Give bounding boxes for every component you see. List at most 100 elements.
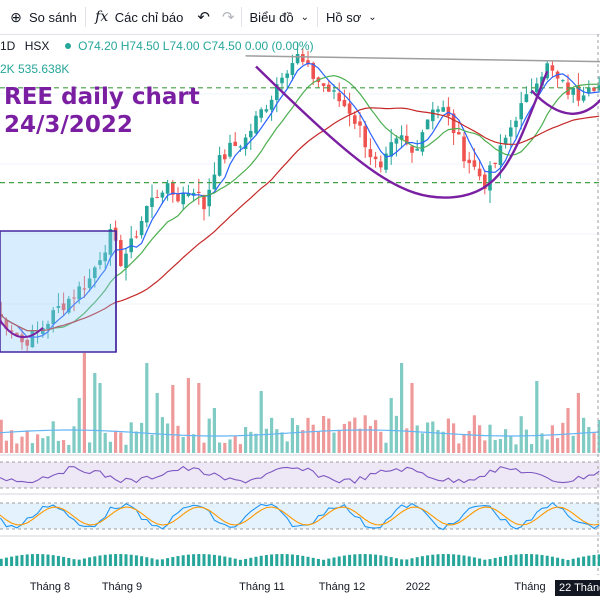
volume-bar [41,438,45,453]
histogram-bar [4,557,8,566]
candle-body [20,334,24,343]
volume-bar [15,443,19,453]
candle-body [243,137,248,149]
volume-bar [124,444,128,453]
resistance-trendline [245,55,600,63]
histogram-bar [327,558,331,566]
chart-type-button[interactable]: Biểu đồ ⌄ [242,0,317,34]
candle-body [571,88,575,95]
histogram-bar [155,559,159,566]
redo-icon[interactable]: ↷ [221,9,235,26]
histogram-bar [93,556,97,566]
volume-bar [337,430,341,453]
chart-type-label: Biểu đồ [249,9,294,25]
volume-bar [270,417,274,453]
volume-bar [389,398,393,453]
histogram-bar [405,559,409,566]
candle-body [238,146,243,148]
histogram-bar [410,558,414,566]
volume-bar [400,363,404,453]
volume-bar [160,417,164,453]
volume-bar [545,439,549,453]
histogram-bar [46,554,50,566]
indicators-button[interactable]: fx Các chỉ báo [86,0,192,34]
histogram-bar [384,556,388,566]
histogram-bar [524,554,528,566]
candle-body [108,229,113,255]
volume-bar [114,430,118,453]
volume-bar [431,421,435,453]
symbol-legend: 1D HSX O74.20 H74.50 L74.00 C74.50 0.00 … [0,39,314,53]
histogram-bar [561,558,565,566]
candle-body [176,193,180,202]
volume-bar [379,431,383,453]
histogram-bar [108,554,112,566]
histogram-bar [535,554,539,566]
volume-bar [498,438,502,453]
undo-icon[interactable]: ↶ [197,9,210,26]
candle-body [61,303,66,311]
candle-body [415,148,419,151]
histogram-bar [114,554,118,566]
volume-bar [426,422,430,453]
candle-body [535,83,539,93]
candle-body [347,103,352,114]
histogram-bar [103,554,107,566]
volume-bar [306,417,310,453]
volume-bar [576,393,580,453]
volume-bar [150,434,154,453]
histogram-bar [238,559,242,566]
volume-bar [285,441,289,453]
histogram-bar [597,554,600,566]
volume-bar [88,442,92,453]
compare-button[interactable]: ⊕ So sánh [0,0,85,34]
volume-bar [524,429,528,453]
volume-bar [363,415,367,453]
volume-bar [296,425,300,453]
histogram-bar [472,557,476,566]
histogram-bar [587,555,591,566]
profile-button[interactable]: Hồ sơ ⌄ [318,0,385,34]
histogram-bar [30,554,34,566]
annotation-date: 24/3/2022 [4,112,133,138]
candle-body [249,130,253,138]
histogram-bar [394,558,398,566]
volume-bar [98,383,102,453]
volume-bar [530,443,534,453]
volume-bar [275,429,279,453]
price-chart-area[interactable]: Tháng 8 Tháng 9 Tháng 11 Tháng 12 2022 Tháng [0,34,600,600]
histogram-bar [363,554,367,566]
moving-averages [0,62,600,338]
candle-body [550,65,555,71]
volume-bar [46,436,50,453]
volume-bar [25,430,29,453]
candle-body [51,310,55,324]
candle-body [119,240,123,266]
x-tick-label: Tháng 12 [319,581,365,593]
volume-bar [519,416,523,453]
histogram-bar [119,554,123,566]
histogram-bar [25,554,29,566]
histogram-bar [462,555,466,566]
candle-body [9,330,14,332]
candle-body [202,194,206,210]
candle-body [217,155,222,176]
histogram-bar [20,554,24,566]
volume-bar [176,425,180,453]
volume-bar [192,434,196,453]
indicators-label: Các chỉ báo [114,9,184,25]
histogram-bar [519,554,523,566]
candle-body [587,87,591,94]
histogram-bar [353,554,357,566]
histogram-bar [342,555,346,566]
candle-body [56,306,61,308]
histogram-bar [311,557,315,566]
volume-bar [223,442,227,453]
histogram-bar [301,555,305,566]
volume-bar [342,423,346,453]
histogram-bar [145,557,149,566]
histogram-bar [171,557,175,566]
chart-toolbar: ⊕ So sánh fx Các chỉ báo ↶ ↷ Biểu đồ ⌄ H… [0,0,600,35]
volume-bar [488,424,492,453]
volume-bar [566,408,570,453]
